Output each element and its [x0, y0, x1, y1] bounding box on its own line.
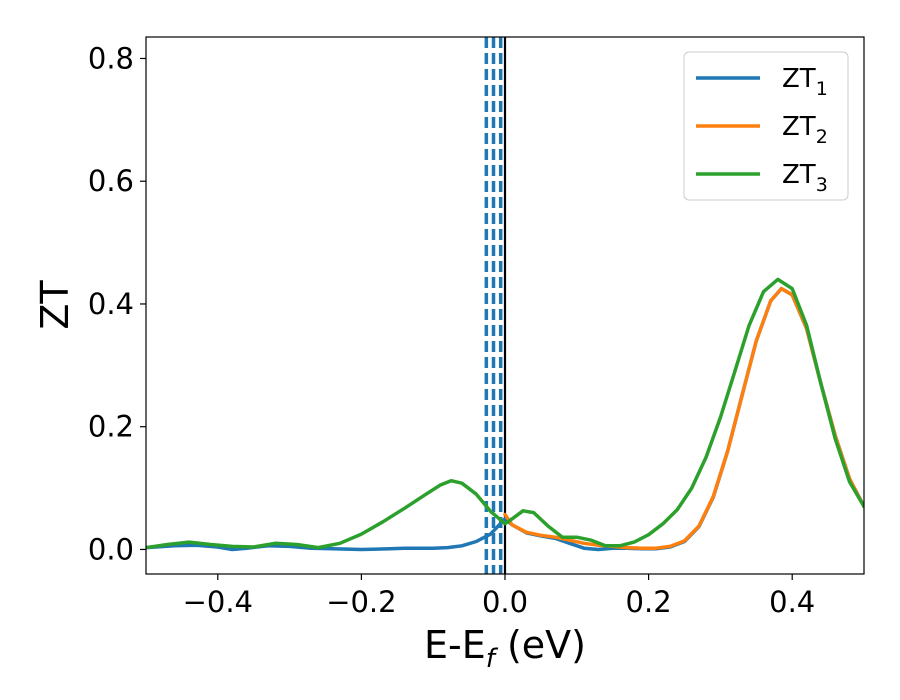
legend: ZT1 ZT2 ZT3 — [683, 51, 849, 201]
x-tick-label: 0.0 — [482, 585, 528, 619]
x-tick-label: −0.2 — [326, 585, 396, 619]
y-tick-label: 0.0 — [88, 532, 134, 566]
y-tick-label: 0.2 — [88, 410, 134, 444]
series-line-zt3 — [146, 277, 864, 550]
x-tick-label: 0.2 — [626, 585, 672, 619]
x-tick-label: −0.4 — [183, 585, 253, 619]
legend-label-zt2: ZT2 — [782, 112, 828, 148]
x-axis-label-main: E-E — [424, 623, 486, 667]
legend-label-zt1: ZT1 — [782, 64, 828, 100]
legend-box — [683, 51, 849, 201]
y-axis-label: ZT — [33, 280, 77, 330]
x-axis-label-unit: (eV) — [495, 623, 586, 667]
y-tick-label: 0.8 — [88, 41, 134, 75]
x-axis-label: E-Ef (eV) — [424, 623, 586, 674]
legend-label-zt3: ZT3 — [782, 160, 828, 196]
x-tick-label: 0.4 — [769, 585, 815, 619]
y-tick-label: 0.6 — [88, 164, 134, 198]
y-tick-label: 0.4 — [88, 287, 134, 321]
